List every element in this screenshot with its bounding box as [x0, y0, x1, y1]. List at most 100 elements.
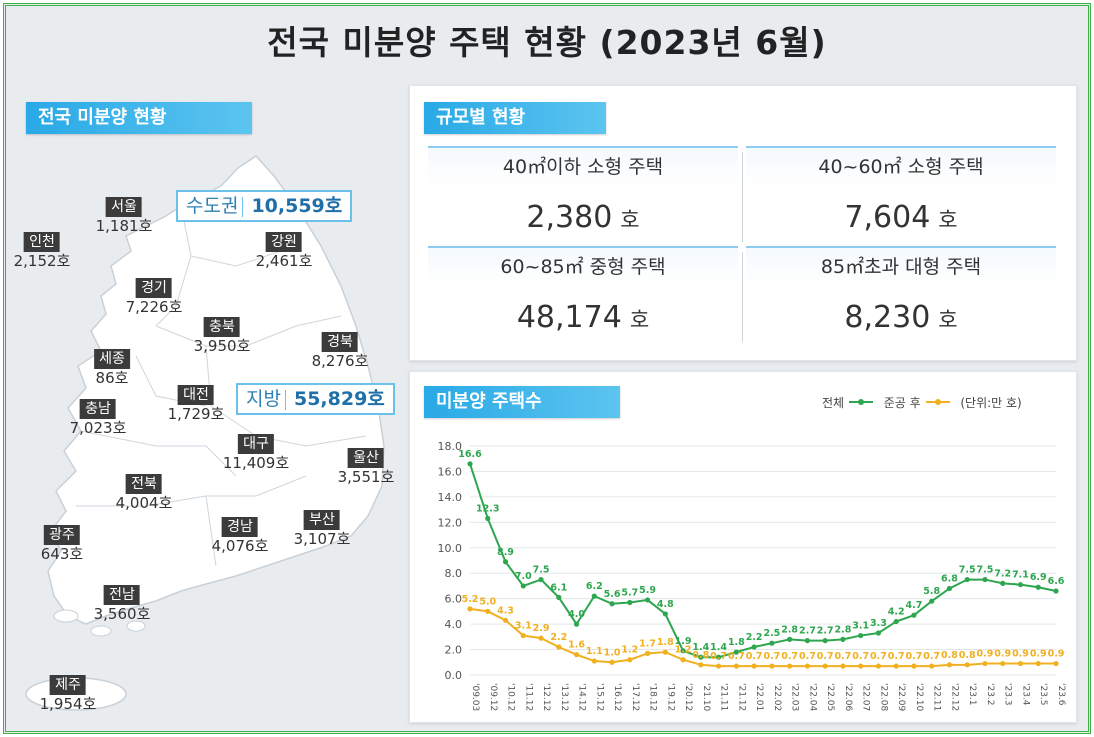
- data-label: 0.8: [692, 650, 709, 661]
- data-label: 4.2: [888, 607, 905, 618]
- region-name: 세종: [94, 349, 130, 369]
- data-point: [893, 663, 899, 669]
- region-incheon: 인천 2,152호: [13, 231, 71, 270]
- y-tick-label: 2.0: [445, 644, 463, 657]
- data-point: [875, 663, 882, 669]
- data-label: 0.9: [977, 649, 994, 660]
- region-value: 643호: [40, 545, 84, 563]
- data-point: [982, 576, 988, 583]
- data-point: [1035, 584, 1041, 590]
- x-tick-label: '23.5: [1038, 683, 1048, 706]
- region-ulsan: 울산 3,551호: [338, 447, 394, 486]
- region-name: 인천: [24, 232, 60, 252]
- x-tick-label: '13.12: [559, 683, 569, 711]
- size-card: 규모별 현황 40㎡이하 소형 주택 40~60㎡ 소형 주택 2,380 호 7…: [409, 85, 1077, 361]
- data-point: [716, 654, 722, 660]
- data-point: [1017, 660, 1024, 667]
- data-point: [698, 654, 704, 660]
- x-tick-label: '22.08: [878, 683, 888, 712]
- data-label: 1.4: [692, 642, 709, 653]
- data-label: 4.8: [657, 599, 674, 610]
- data-label: 0.8: [959, 650, 976, 661]
- legend-total-marker: [848, 399, 873, 405]
- data-point: [858, 632, 864, 639]
- x-tick-label: '23.4: [1020, 683, 1030, 706]
- region-value: 2,152호: [13, 252, 71, 270]
- data-label: 5.8: [923, 586, 940, 597]
- callout-value: 55,829호: [293, 388, 385, 410]
- region-sejong: 세종 86호: [94, 348, 130, 387]
- data-point: [964, 576, 970, 583]
- data-point: [787, 636, 793, 642]
- capital-area-callout: 수도권 10,559호: [176, 190, 353, 222]
- data-point: [787, 663, 793, 669]
- data-label: 3.1: [852, 621, 869, 632]
- region-name: 대구: [238, 434, 274, 454]
- data-label: 4.7: [906, 600, 923, 611]
- region-chungbuk: 충북 3,950호: [194, 316, 250, 355]
- data-label: 1.8: [728, 637, 745, 648]
- data-label: 2.5: [763, 628, 780, 639]
- data-label: 2.7: [817, 626, 834, 637]
- data-point: [946, 662, 953, 668]
- region-jeonbuk: 전북 4,004호: [115, 473, 173, 512]
- trend-card: 미분양 주택수 전체 준공 후 (단위:만 호) 0.0 2.0 4.0 6.0 8.0…: [409, 371, 1077, 723]
- size-cell-value: 7,604 호: [844, 200, 958, 235]
- region-name: 광주: [44, 525, 80, 545]
- size-cell-value: 2,380 호: [526, 200, 640, 235]
- y-tick-label: 6.0: [445, 593, 463, 606]
- size-section-tag: 규모별 현황: [424, 102, 606, 134]
- x-tick-label: '19.12: [665, 683, 675, 711]
- size-cell-label: 40~60㎡ 소형 주택: [746, 146, 1056, 186]
- data-label: 0.7: [888, 651, 905, 662]
- data-point: [751, 644, 757, 650]
- data-point: [804, 663, 810, 669]
- island-shape: [90, 625, 112, 637]
- x-tick-label: '09.12: [488, 683, 498, 711]
- data-label: 7.2: [994, 568, 1011, 579]
- data-label: 6.8: [941, 573, 958, 584]
- island-shape: [53, 609, 79, 623]
- data-label: 1.4: [710, 642, 727, 653]
- y-tick-label: 4.0: [445, 618, 463, 631]
- data-point: [609, 659, 615, 665]
- data-label: 4.0: [568, 609, 585, 620]
- data-label: 5.9: [639, 585, 656, 596]
- data-point: [556, 594, 562, 600]
- region-seoul: 서울 1,181호: [96, 196, 152, 235]
- data-label: 0.7: [781, 651, 798, 662]
- x-tick-label: '15.12: [594, 683, 604, 711]
- infographic-frame: 전국 미분양 주택 현황 (2023년 6월) 전국 미분양 현황 서울 1,18…: [3, 3, 1091, 734]
- data-point: [964, 662, 970, 668]
- x-tick-label: '22.12: [949, 683, 959, 711]
- data-point: [680, 657, 686, 663]
- region-busan: 부산 3,107호: [294, 509, 350, 548]
- y-tick-label: 16.0: [438, 465, 463, 478]
- data-label: 3.3: [870, 618, 887, 629]
- series-line: [469, 607, 1056, 668]
- x-tick-label: '18.12: [648, 683, 658, 711]
- data-point: [1053, 588, 1059, 594]
- x-tick-label: '21.11: [719, 683, 729, 711]
- data-label: 5.7: [621, 587, 638, 598]
- trend-section-tag: 미분양 주택수: [424, 386, 620, 418]
- data-point: [609, 601, 615, 607]
- data-point: [946, 585, 953, 592]
- data-point: [1017, 582, 1024, 588]
- region-value: 3,560호: [93, 605, 151, 623]
- region-value: 1,729호: [167, 405, 225, 423]
- region-name: 경기: [136, 278, 172, 298]
- y-tick-label: 18.0: [438, 440, 463, 453]
- size-cell-value: 48,174 호: [516, 300, 650, 335]
- region-value: 4,004호: [115, 494, 173, 512]
- region-chungnam: 충남 7,023호: [70, 398, 126, 437]
- x-tick-label: '12.12: [541, 683, 551, 711]
- region-jeonnam: 전남 3,560호: [93, 584, 151, 623]
- callout-label: 수도권: [186, 195, 239, 217]
- chart-legend: 전체 준공 후 (단위:만 호): [822, 394, 1022, 411]
- size-cell-label: 85㎡초과 대형 주택: [746, 246, 1056, 286]
- data-point: [716, 663, 722, 669]
- data-point: [1000, 660, 1006, 667]
- data-label: 6.9: [1030, 572, 1047, 583]
- data-label: 3.1: [515, 621, 532, 632]
